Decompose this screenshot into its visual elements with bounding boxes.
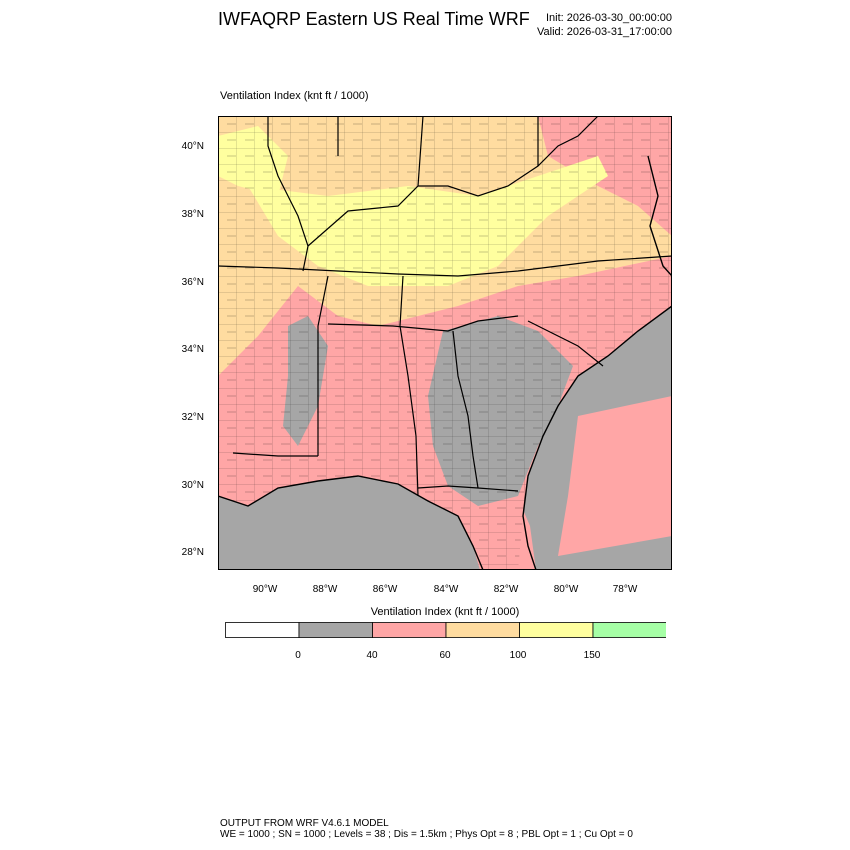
lat-label-40n: 40°N (181, 141, 204, 152)
lon-label-86w: 86°W (372, 584, 398, 595)
valid-time: Valid: 2026-03-31_17:00:00 (537, 26, 672, 38)
lon-label-82w: 82°W (493, 584, 519, 595)
state-boundaries (218, 116, 672, 497)
colorbar-swatch (519, 622, 594, 638)
colorbar-label-60: 60 (439, 650, 451, 661)
lon-label-84w: 84°W (433, 584, 459, 595)
colorbar-swatch (225, 622, 300, 638)
lat-label-28n: 28°N (181, 547, 204, 558)
ventilation-index-map (218, 116, 672, 570)
colorbar-label-40: 40 (366, 650, 378, 661)
model-info-line2: WE = 1000 ; SN = 1000 ; Levels = 38 ; Di… (220, 829, 633, 840)
lat-label-30n: 30°N (181, 480, 204, 491)
colorbar-swatch (298, 622, 373, 638)
offshore-pink-region (558, 396, 672, 556)
colorbar-swatch (372, 622, 447, 638)
colorbar-label-0: 0 (295, 650, 301, 661)
lon-label-90w: 90°W (252, 584, 278, 595)
colorbar-title: Ventilation Index (knt ft / 1000) (370, 606, 520, 618)
colorbar (225, 622, 666, 638)
lon-label-88w: 88°W (312, 584, 338, 595)
colorbar-label-150: 150 (583, 650, 601, 661)
plot-title: IWFAQRP Eastern US Real Time WRF (218, 9, 530, 29)
model-info-line1: OUTPUT FROM WRF V4.6.1 MODEL (220, 818, 389, 829)
colorbar-label-100: 100 (509, 650, 527, 661)
lat-label-32n: 32°N (181, 412, 204, 423)
lat-label-34n: 34°N (181, 344, 204, 355)
lat-label-36n: 36°N (181, 277, 204, 288)
lat-label-38n: 38°N (181, 209, 204, 220)
lon-label-78w: 78°W (612, 584, 638, 595)
map-frame (218, 116, 672, 570)
lon-label-80w: 80°W (553, 584, 579, 595)
county-lines (218, 116, 672, 570)
field-label: Ventilation Index (knt ft / 1000) (220, 90, 369, 102)
colorbar-swatch (445, 622, 520, 638)
init-time: Init: 2026-03-30_00:00:00 (546, 12, 672, 24)
gulf-of-mexico (218, 476, 483, 570)
coastlines (218, 155, 672, 570)
colorbar-swatch (592, 622, 666, 638)
